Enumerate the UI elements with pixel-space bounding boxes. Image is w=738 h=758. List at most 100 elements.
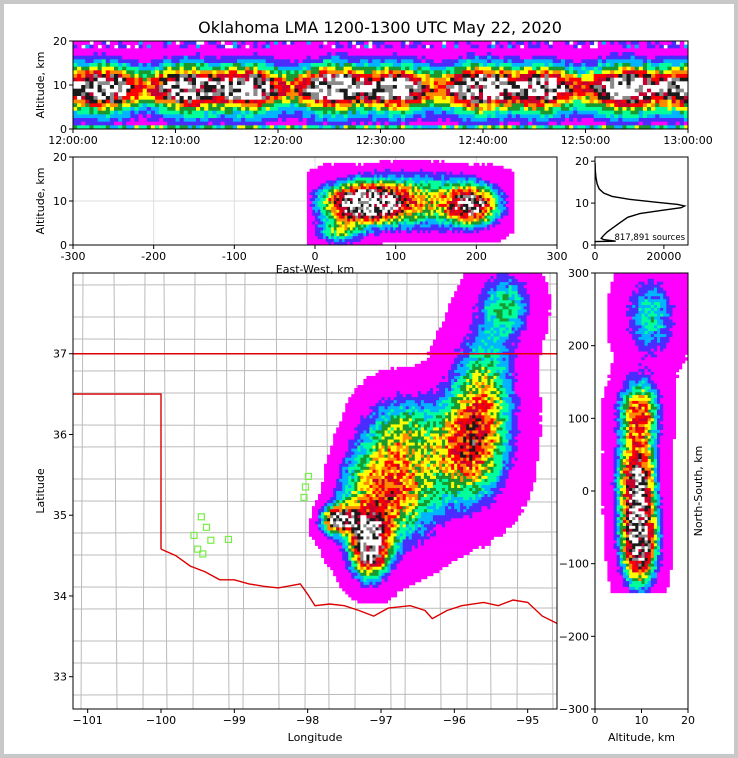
density-cell <box>122 44 127 49</box>
density-cell <box>519 77 525 82</box>
density-cell <box>339 180 343 184</box>
density-cell <box>320 180 324 184</box>
density-cell <box>265 55 271 60</box>
density-cell <box>532 103 537 108</box>
density-cell <box>257 114 262 119</box>
density-cell <box>683 81 689 86</box>
density-cell <box>427 195 432 199</box>
density-cell <box>355 114 361 119</box>
density-cell <box>406 186 410 190</box>
density-cell <box>614 110 619 115</box>
density-cell <box>433 186 437 190</box>
density-cell <box>93 59 98 64</box>
density-cell <box>183 74 189 79</box>
density-cell <box>320 195 324 199</box>
density-cell <box>336 198 340 202</box>
density-cell <box>245 96 250 101</box>
density-cell <box>379 215 383 219</box>
density-cell <box>618 77 623 82</box>
density-cell <box>81 74 86 79</box>
density-cell <box>422 174 426 178</box>
density-cell <box>347 215 351 219</box>
density-cell <box>183 63 189 68</box>
density-cell <box>93 77 98 82</box>
density-cell <box>565 125 570 130</box>
density-cell <box>368 192 372 196</box>
density-cell <box>601 118 607 123</box>
density-cell <box>577 99 582 104</box>
density-cell <box>474 74 480 79</box>
density-cell <box>556 77 562 82</box>
density-cell <box>392 180 397 184</box>
density-cell <box>336 227 340 231</box>
density-cell <box>392 209 397 214</box>
density-cell <box>323 177 327 181</box>
density-cell <box>351 66 357 71</box>
density-cell <box>495 96 500 101</box>
density-cell <box>565 107 570 112</box>
density-cell <box>388 74 394 79</box>
density-cell <box>208 55 213 60</box>
density-cell <box>474 77 480 82</box>
density-cell <box>343 121 349 126</box>
density-cell <box>85 96 90 101</box>
density-cell <box>398 174 402 178</box>
density-cell <box>536 59 541 64</box>
density-cell <box>126 96 131 101</box>
density-cell <box>312 230 316 234</box>
density-cell <box>442 48 447 53</box>
density-cell <box>406 224 410 228</box>
density-cell <box>630 44 636 49</box>
density-cell <box>638 44 644 49</box>
density-cell <box>253 81 258 86</box>
density-cell <box>265 103 271 108</box>
density-cell <box>220 59 226 64</box>
density-cell <box>159 48 164 53</box>
density-cell <box>495 48 500 53</box>
density-cell <box>483 99 488 104</box>
density-cell <box>204 85 209 90</box>
density-cell <box>601 125 607 130</box>
density-cell <box>379 221 383 225</box>
density-cell <box>376 121 381 126</box>
density-cell <box>388 110 394 115</box>
density-cell <box>548 121 554 126</box>
density-cell <box>286 63 291 68</box>
density-cell <box>114 96 119 101</box>
density-cell <box>585 125 590 130</box>
density-cell <box>327 92 332 97</box>
density-cell <box>269 121 275 126</box>
density-cell <box>544 55 549 60</box>
density-cell <box>429 88 435 93</box>
density-cell <box>355 96 361 101</box>
density-cell <box>401 203 405 208</box>
density-cell <box>130 55 135 60</box>
density-cell <box>470 55 476 60</box>
density-cell <box>159 99 164 104</box>
density-cell <box>511 44 517 49</box>
density-cell <box>167 74 172 79</box>
density-cell <box>278 77 283 82</box>
density-cell <box>228 59 234 64</box>
density-cell <box>344 212 348 217</box>
density-cell <box>540 92 545 97</box>
density-cell <box>634 74 640 79</box>
density-cell <box>109 99 115 104</box>
density-cell <box>380 66 385 71</box>
density-cell <box>528 66 533 71</box>
density-cell <box>122 92 127 97</box>
county-line <box>142 272 146 710</box>
density-cell <box>317 206 321 211</box>
density-cell <box>519 92 525 97</box>
density-cell <box>597 70 603 75</box>
density-cell <box>511 77 517 82</box>
density-cell <box>642 41 648 46</box>
density-cell <box>286 70 291 75</box>
density-cell <box>427 198 432 202</box>
density-cell <box>401 118 406 123</box>
density-cell <box>425 189 429 193</box>
density-cell <box>290 96 295 101</box>
density-cell <box>499 77 504 82</box>
density-cell <box>515 114 521 119</box>
density-cell <box>642 107 648 112</box>
